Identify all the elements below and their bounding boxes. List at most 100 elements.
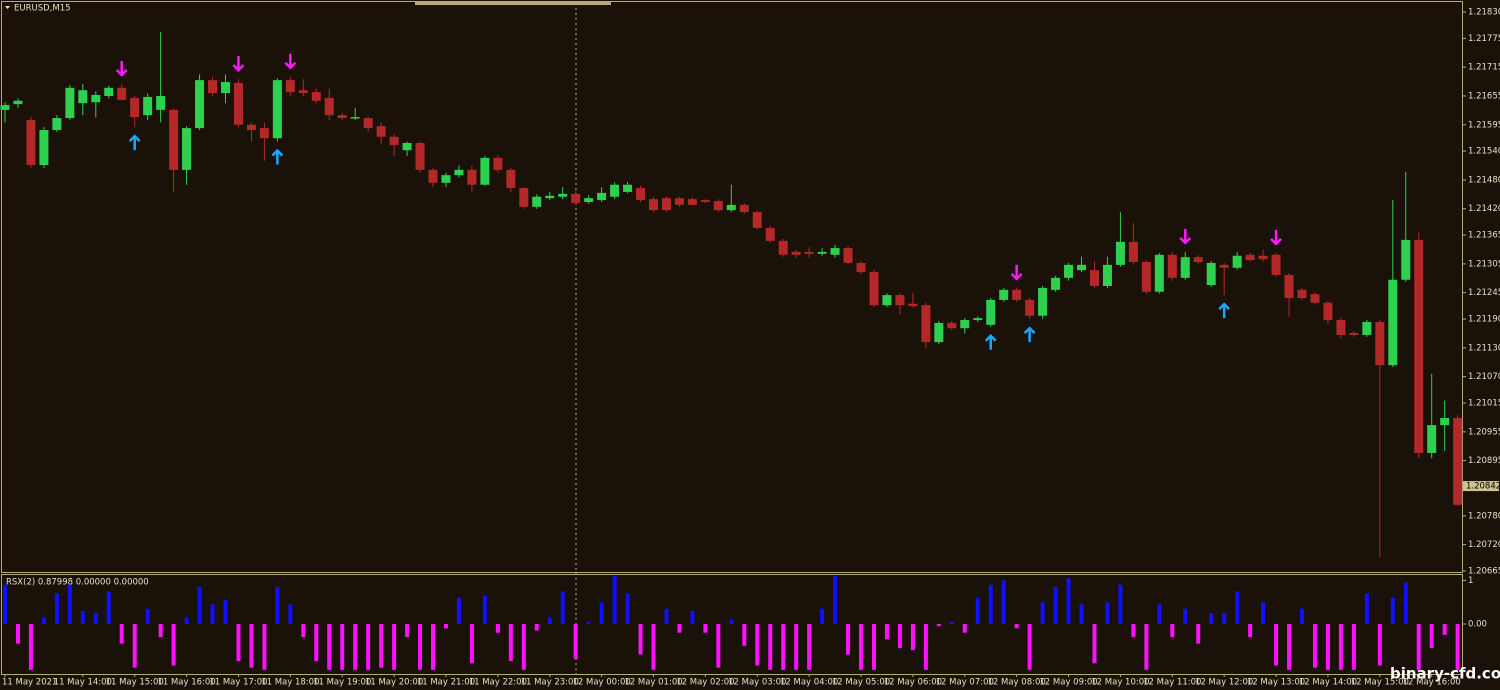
histogram-bar (1079, 604, 1084, 624)
histogram-bar (301, 624, 306, 638)
sell-arrow (115, 60, 128, 77)
histogram-bar (1325, 624, 1330, 670)
histogram-bar (288, 604, 293, 624)
y-tick-label: 1.21830 (1468, 8, 1500, 18)
candle-body (65, 87, 75, 119)
candle-body (467, 169, 477, 185)
candle-body (804, 251, 814, 254)
histogram-bar (1364, 593, 1369, 624)
candle-body (843, 248, 853, 263)
histogram-bar (93, 613, 98, 624)
histogram-bar (443, 624, 448, 629)
histogram-bar (936, 624, 941, 627)
histogram-bar (1416, 624, 1421, 670)
candle-body (1025, 299, 1035, 316)
candle-body (78, 90, 88, 104)
candle-body (1077, 264, 1087, 271)
histogram-bar (975, 597, 980, 624)
histogram-bar (690, 610, 695, 624)
candle-body (220, 82, 230, 94)
histogram-bar (353, 624, 358, 670)
x-tick-label: 12 May 16:00 (1403, 678, 1461, 688)
x-tick-label: 12 May 08:00 (988, 678, 1046, 688)
y-tick-label: 1.21540 (1468, 147, 1500, 157)
buy-arrow (984, 333, 997, 350)
histogram-bar (1429, 624, 1434, 648)
x-tick-label: 12 May 06:00 (884, 678, 942, 688)
histogram-bar (1455, 624, 1460, 670)
histogram-bar (573, 624, 578, 659)
buy-arrow (1023, 326, 1036, 343)
histogram-bar (1442, 624, 1447, 635)
candle-body (1245, 254, 1255, 261)
candle-body (363, 118, 373, 129)
x-tick-label: 11 May 20:00 (365, 678, 423, 688)
candle-body (285, 80, 295, 93)
histogram-bar (1312, 624, 1317, 668)
sell-arrow (284, 53, 297, 70)
histogram-bar (1066, 578, 1071, 624)
x-tick-label: 12 May 11:00 (1143, 678, 1201, 688)
candle-body (117, 87, 127, 100)
y-tick-label: 1.20780 (1468, 511, 1500, 521)
histogram-bar (871, 624, 876, 670)
histogram-bar (1209, 613, 1214, 624)
histogram-bar (184, 617, 189, 624)
candle-body (337, 115, 347, 119)
histogram-bar (392, 624, 397, 670)
histogram-bar (1001, 580, 1006, 624)
histogram-bar (132, 624, 137, 668)
candle-body (687, 199, 697, 205)
buy-arrow (271, 148, 284, 165)
candle-body (1401, 239, 1411, 280)
sell-arrow (1270, 229, 1282, 246)
x-tick-label: 11 May 22:00 (469, 678, 527, 688)
candle-body (1206, 262, 1216, 286)
candle-body (402, 142, 412, 151)
y-tick-label: 1.21715 (1468, 63, 1500, 73)
x-tick-label: 12 May 02:00 (676, 678, 734, 688)
histogram-bar (340, 624, 345, 670)
candle-body (830, 248, 840, 255)
candle-body (895, 295, 905, 306)
histogram-bar (1390, 597, 1395, 624)
x-tick-label: 11 May 19:00 (313, 678, 371, 688)
candle-body (415, 142, 425, 170)
histogram-bar (897, 624, 902, 648)
candle-body (441, 175, 451, 183)
candle-body (545, 195, 555, 199)
histogram-bar (15, 624, 20, 644)
x-tick-label: 12 May 14:00 (1299, 678, 1357, 688)
candle-body (52, 118, 62, 131)
x-tick-label: 11 May 15:00 (106, 678, 164, 688)
y-tick-label: 0.00 (1468, 620, 1487, 630)
x-tick-label: 11 May 23:00 (521, 678, 579, 688)
candle-body (856, 262, 866, 273)
x-tick-label: 11 May 18:00 (261, 678, 319, 688)
candle-body (765, 227, 775, 241)
histogram-bar (41, 617, 46, 624)
candle-body (674, 198, 684, 205)
histogram-bar (768, 624, 773, 670)
y-tick-label: 1.21130 (1468, 343, 1500, 353)
histogram-bar (418, 624, 423, 670)
y-tick-label: 1.21015 (1468, 399, 1500, 409)
candle-body (1128, 241, 1138, 262)
buy-arrow (1218, 302, 1231, 319)
candle-body (1284, 274, 1294, 298)
histogram-bar (54, 593, 59, 624)
histogram-bar (781, 624, 786, 670)
y-tick-label: 1.21070 (1468, 372, 1500, 382)
candle-body (649, 199, 658, 211)
histogram-bar (962, 624, 967, 633)
candle-body (1232, 255, 1242, 268)
candle-body (519, 188, 529, 207)
histogram-bar (379, 624, 384, 668)
histogram-bar (988, 584, 993, 624)
candle-body (532, 196, 542, 207)
histogram-bar (236, 624, 241, 662)
candle-body (1154, 254, 1164, 292)
y-tick-label: 1.21190 (1468, 315, 1500, 325)
histogram-bar (923, 624, 928, 670)
